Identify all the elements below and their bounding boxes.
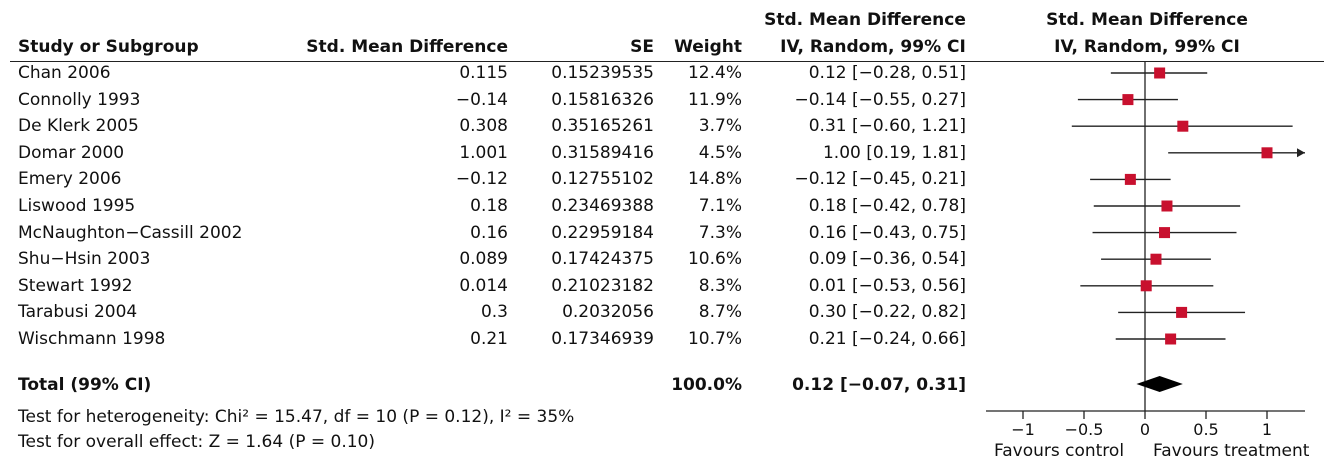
row-ci: 0.16 [−0.43, 0.75]	[808, 222, 966, 243]
row-smd: −0.12	[455, 169, 508, 190]
row-ci: 1.00 [0.19, 1.81]	[822, 142, 966, 163]
row-study: Stewart 1992	[18, 275, 133, 296]
row-study: Connolly 1993	[18, 89, 141, 110]
study-marker	[1124, 173, 1136, 185]
heterogeneity-note: Test for heterogeneity: Chi² = 15.47, df…	[18, 407, 575, 427]
weight-header: Weight	[674, 37, 742, 57]
row-ci: 0.09 [−0.36, 0.54]	[808, 249, 966, 270]
row-se: 0.21023182	[551, 275, 654, 296]
row-se: 0.35165261	[551, 116, 654, 137]
study-marker	[1159, 227, 1171, 239]
row-smd: 0.21	[470, 329, 508, 349]
row-weight: 14.8%	[687, 169, 742, 190]
row-study: Shu−Hsin 2003	[18, 249, 151, 270]
row-ci: 0.12 [−0.28, 0.51]	[808, 63, 966, 83]
study-marker	[1165, 333, 1177, 345]
study-header: Study or Subgroup	[18, 37, 199, 57]
study-marker	[1176, 306, 1188, 318]
row-smd: 0.089	[459, 249, 508, 270]
row-weight: 10.6%	[687, 249, 742, 270]
row-weight: 7.3%	[698, 222, 742, 243]
row-smd: 0.115	[459, 63, 508, 83]
row-ci: 0.30 [−0.22, 0.82]	[808, 302, 966, 323]
row-weight: 3.7%	[698, 116, 742, 137]
row-weight: 10.7%	[687, 329, 742, 349]
study-marker	[1122, 94, 1134, 106]
row-smd: 0.16	[470, 222, 508, 243]
study-marker	[1154, 67, 1166, 79]
ci-arrow-icon	[1297, 148, 1305, 158]
row-se: 0.31589416	[551, 142, 654, 163]
study-marker	[1177, 120, 1189, 132]
row-smd: 0.3	[480, 302, 508, 323]
row-study: De Klerk 2005	[18, 116, 139, 137]
row-smd: 1.001	[459, 142, 508, 163]
row-smd: −0.14	[455, 89, 508, 110]
row-smd: 0.014	[459, 275, 508, 296]
header-rule	[10, 61, 1324, 62]
row-smd: 0.308	[459, 116, 508, 137]
row-se: 0.17346939	[551, 329, 654, 349]
row-weight: 12.4%	[687, 63, 742, 83]
total-label: Total (99% CI)	[18, 375, 152, 395]
row-ci: 0.18 [−0.42, 0.78]	[808, 196, 966, 216]
study-marker	[1140, 280, 1152, 292]
total-weight: 100.0%	[671, 375, 742, 395]
x-axis-tick-label: 0.5	[1193, 420, 1218, 439]
row-se: 0.15239535	[551, 63, 654, 83]
row-ci: −0.12 [−0.45, 0.21]	[794, 169, 966, 190]
row-weight: 4.5%	[698, 142, 742, 163]
row-study: McNaughton−Cassill 2002	[18, 222, 243, 243]
row-ci: 0.31 [−0.60, 1.21]	[808, 116, 966, 137]
study-marker	[1150, 253, 1162, 265]
row-ci: 0.21 [−0.24, 0.66]	[808, 329, 966, 349]
row-study: Chan 2006	[18, 63, 111, 83]
row-weight: 7.1%	[698, 196, 742, 216]
row-weight: 8.7%	[698, 302, 742, 323]
row-smd: 0.18	[470, 196, 508, 216]
row-se: 0.23469388	[551, 196, 654, 216]
total-ci: 0.12 [−0.07, 0.31]	[792, 375, 966, 395]
total-diamond	[1136, 376, 1183, 392]
x-axis-tick-label: 0	[1140, 420, 1150, 439]
favours-control-label: Favours control	[994, 441, 1125, 461]
ci-header-bottom: IV, Random, 99% CI	[780, 37, 966, 57]
smd-header: Std. Mean Difference	[306, 37, 508, 57]
row-se: 0.2032056	[562, 302, 654, 323]
favours-treatment-label: Favours treatment	[1153, 441, 1310, 461]
row-se: 0.22959184	[551, 222, 654, 243]
plot-header-bottom: IV, Random, 99% CI	[1054, 37, 1240, 57]
row-se: 0.15816326	[551, 89, 654, 110]
row-se: 0.12755102	[551, 169, 654, 190]
row-ci: −0.14 [−0.55, 0.27]	[794, 89, 966, 110]
row-ci: 0.01 [−0.53, 0.56]	[808, 275, 966, 296]
overall-effect-note: Test for overall effect: Z = 1.64 (P = 0…	[18, 432, 375, 452]
row-study: Domar 2000	[18, 142, 125, 163]
study-marker	[1161, 200, 1173, 212]
study-marker	[1261, 147, 1273, 159]
row-study: Tarabusi 2004	[18, 302, 138, 323]
se-header: SE	[630, 37, 654, 57]
row-study: Emery 2006	[18, 169, 122, 190]
x-axis-tick-label: 1	[1262, 420, 1272, 439]
x-axis-tick-label: −0.5	[1065, 420, 1104, 439]
row-weight: 8.3%	[698, 275, 742, 296]
row-weight: 11.9%	[687, 89, 742, 110]
x-axis-tick-label: −1	[1011, 420, 1035, 439]
ci-header-top: Std. Mean Difference	[764, 10, 966, 30]
plot-header-top: Std. Mean Difference	[1046, 10, 1248, 30]
row-se: 0.17424375	[551, 249, 654, 270]
row-study: Wischmann 1998	[18, 329, 166, 349]
row-study: Liswood 1995	[18, 196, 136, 216]
